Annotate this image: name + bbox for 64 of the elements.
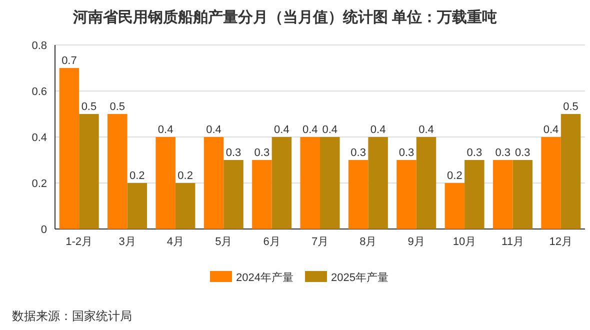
x-tick-label: 7月 [311, 236, 329, 248]
data-label: 0.4 [370, 124, 386, 136]
data-label: 0.3 [350, 147, 366, 159]
data-label: 0.4 [302, 124, 318, 136]
data-label: 0.4 [274, 124, 290, 136]
data-label: 0.3 [254, 147, 270, 159]
bar [108, 114, 128, 229]
x-tick-label: 9月 [408, 236, 425, 248]
chart-title: 河南省民用钢质船舶产量分月（当月值）统计图 单位：万载重吨 [72, 9, 498, 26]
x-tick-label: 4月 [166, 236, 184, 248]
data-label: 0.3 [226, 147, 242, 159]
bar [320, 137, 340, 229]
source-note: 数据来源：国家统计局 [12, 309, 132, 323]
bar [492, 160, 513, 229]
x-tick-label: 8月 [360, 236, 377, 248]
data-label: 0.3 [398, 147, 414, 159]
bar [464, 160, 484, 229]
legend-label: 2025年产量 [331, 271, 388, 284]
bar [348, 160, 368, 229]
data-label: 0.5 [81, 101, 97, 113]
data-label: 0.2 [447, 170, 462, 182]
data-label: 0.2 [130, 170, 145, 182]
bar [444, 183, 465, 229]
data-label: 0.7 [62, 55, 77, 67]
data-label: 0.3 [495, 147, 510, 159]
y-tick-label: 0.8 [32, 40, 47, 52]
data-label: 0.3 [466, 147, 482, 159]
bar [272, 137, 292, 229]
bar [59, 68, 80, 229]
bar [252, 160, 272, 229]
legend-label: 2024年产量 [236, 271, 294, 284]
bar [300, 137, 320, 229]
bar [541, 137, 561, 229]
x-tick-label: 1-2月 [66, 236, 93, 248]
x-tick-label: 5月 [215, 236, 232, 248]
bar [79, 114, 99, 229]
y-tick-label: 0.6 [32, 86, 47, 98]
x-tick-label: 10月 [452, 236, 476, 248]
x-tick-label: 3月 [118, 236, 136, 248]
data-label: 0.4 [543, 124, 559, 136]
x-tick-label: 11月 [502, 236, 524, 248]
data-label: 0.4 [418, 124, 434, 136]
data-label: 0.3 [514, 147, 530, 159]
data-label: 0.5 [110, 101, 126, 113]
bar [127, 183, 148, 229]
data-label: 0.4 [206, 124, 222, 136]
bar [156, 137, 176, 229]
bar [204, 137, 224, 229]
data-label: 0.5 [563, 101, 578, 113]
data-label: 0.2 [178, 170, 193, 182]
y-tick-label: 0.4 [32, 132, 47, 144]
x-tick-label: 6月 [263, 236, 280, 248]
data-label: 0.4 [322, 124, 338, 136]
x-tick-label: 12月 [549, 236, 573, 248]
bar [396, 160, 416, 229]
bar [175, 183, 196, 229]
y-tick-label: 0.2 [32, 178, 47, 190]
bar [512, 160, 532, 229]
bar [368, 137, 388, 229]
bar [416, 137, 436, 229]
bar [560, 114, 581, 229]
bar [224, 160, 244, 229]
y-tick-label: 0 [40, 224, 47, 236]
data-label: 0.4 [158, 124, 174, 136]
